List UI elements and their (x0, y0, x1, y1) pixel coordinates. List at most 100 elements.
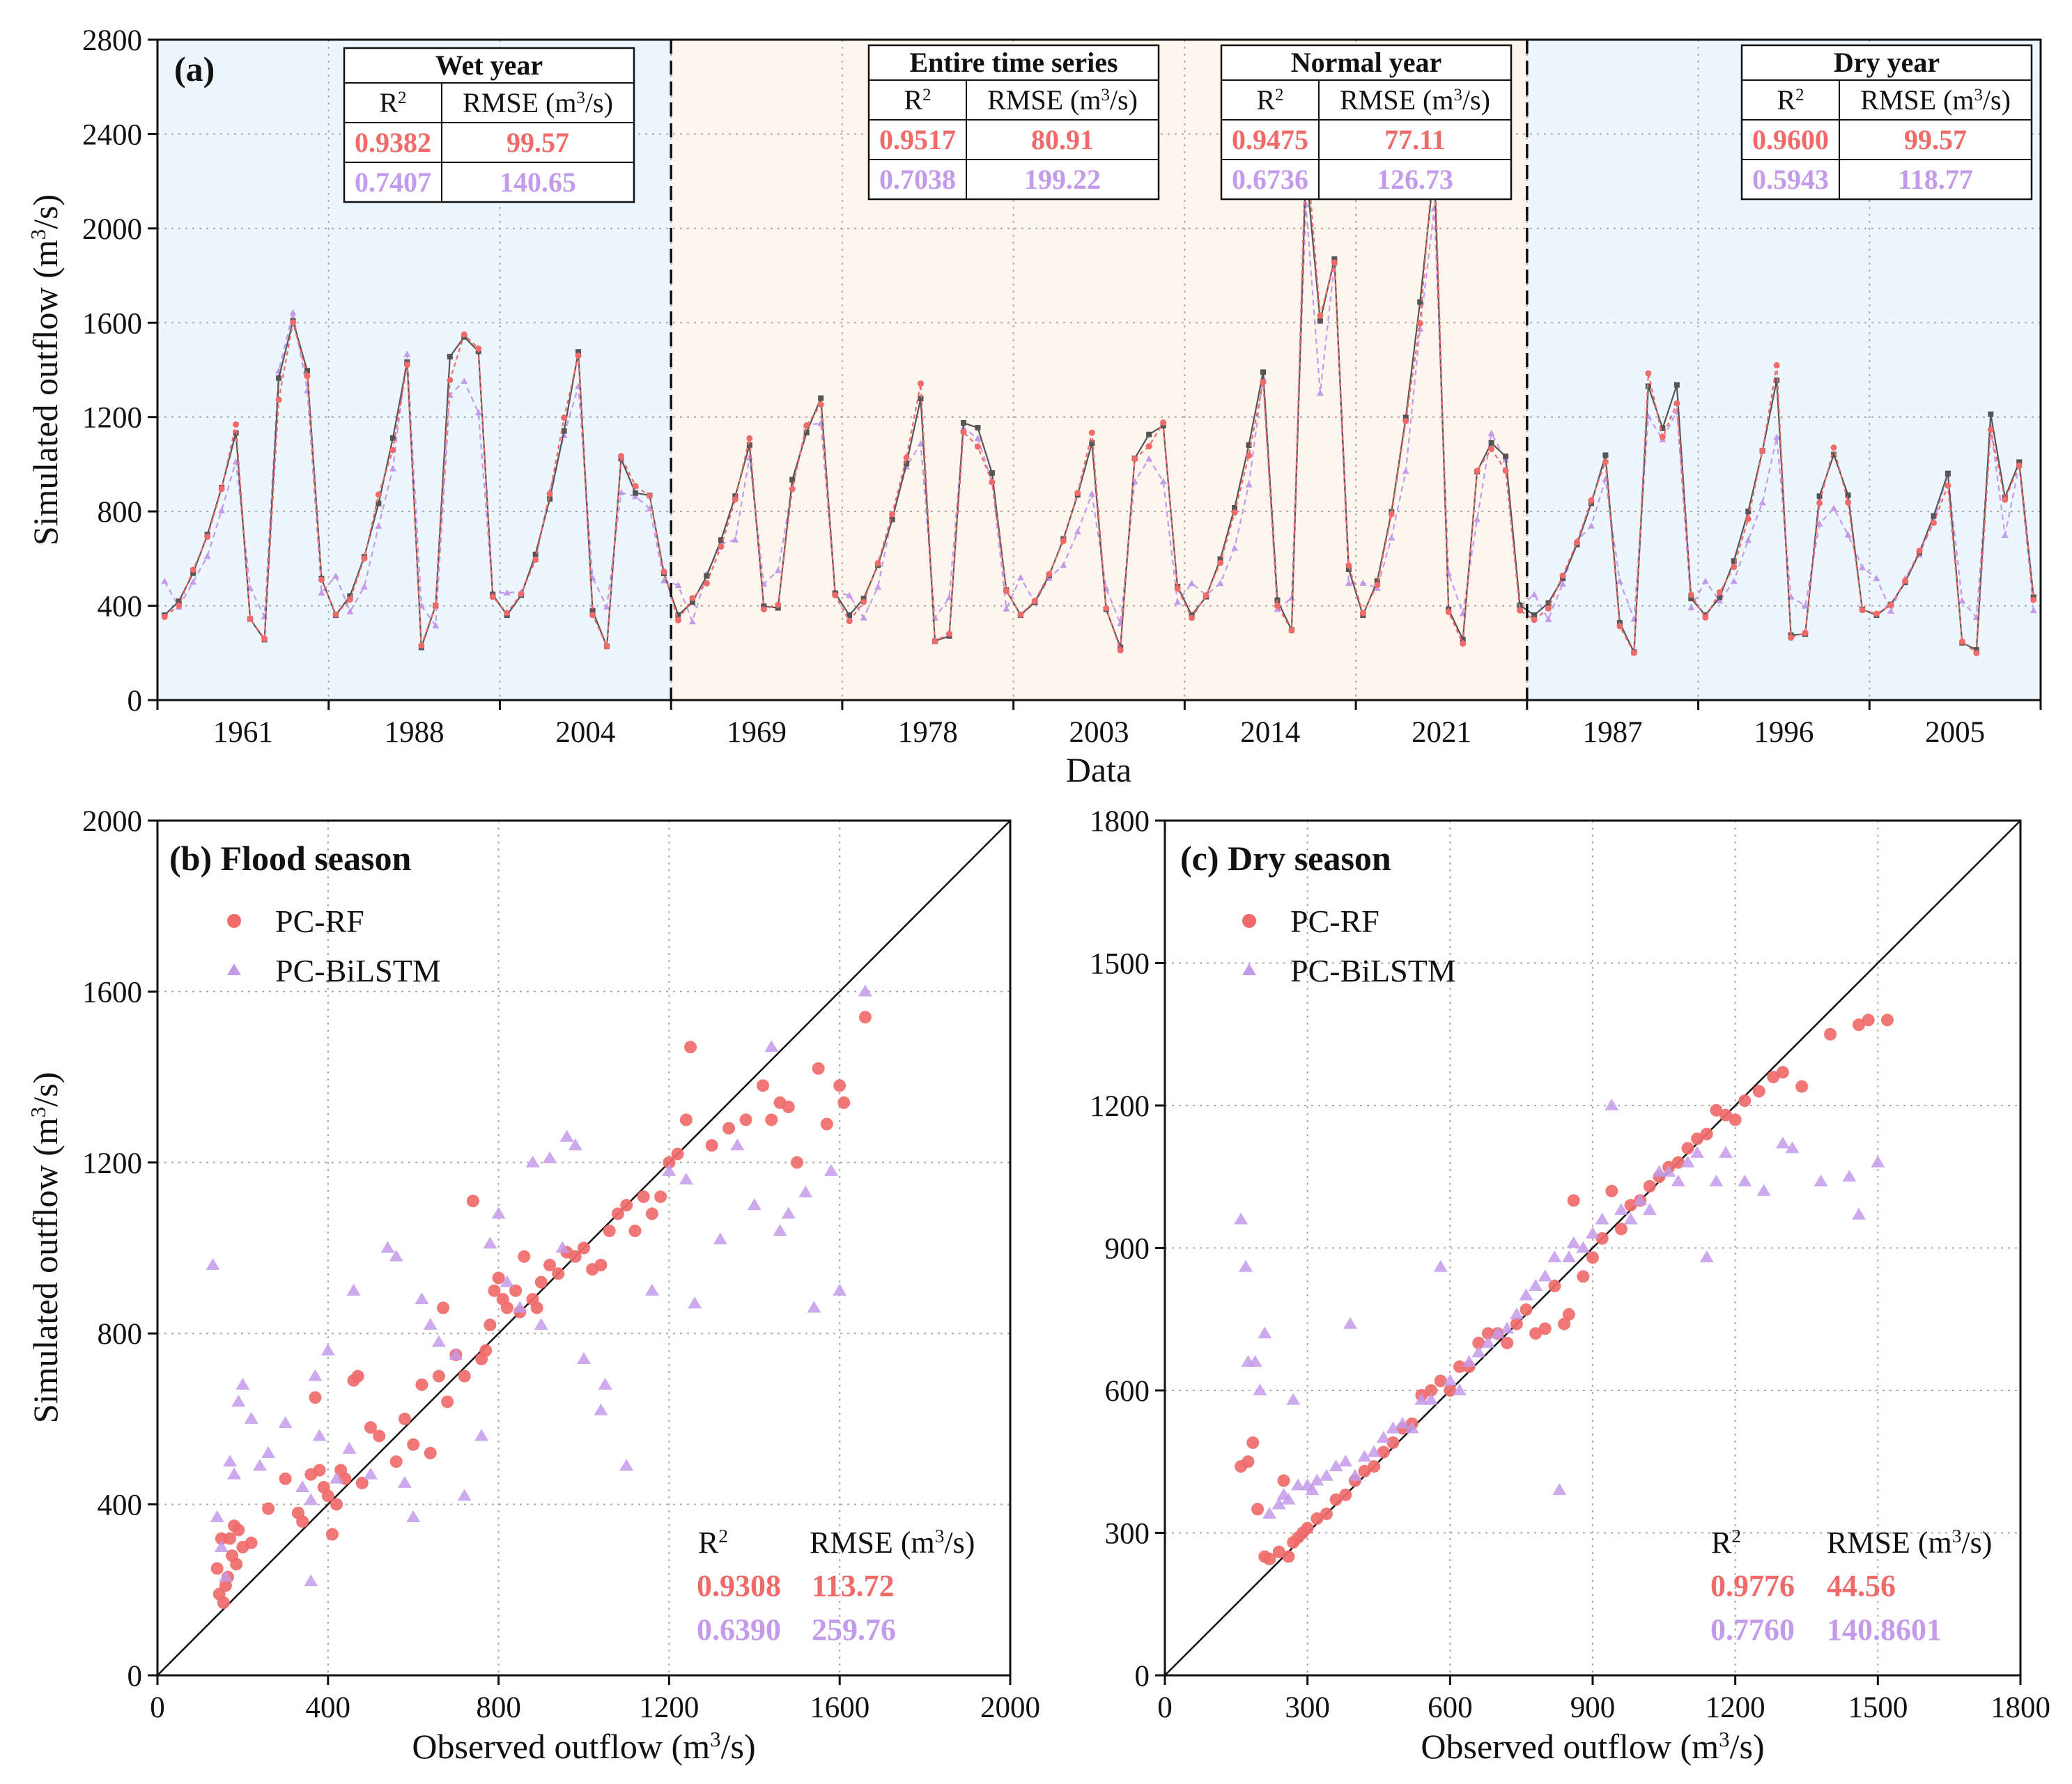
panel-a-rf-point (418, 642, 425, 649)
panel-a-ytick-label: 400 (98, 591, 143, 623)
panel-a-rf-point (1017, 611, 1024, 618)
panel-c-bilstm-point (1719, 1146, 1733, 1158)
panel-a-rf-point (1687, 591, 1694, 598)
panel-a-observed-point (589, 607, 596, 614)
panel-c-rf-point (1246, 1436, 1260, 1449)
panel-a-observed-point (904, 460, 910, 467)
panel-b-rf-point (407, 1438, 420, 1451)
panel-c-bilstm-point (1529, 1279, 1543, 1292)
panel-c-ytick-label: 300 (1105, 1518, 1150, 1551)
panel-b-rf-point (230, 1558, 243, 1571)
panel-c-ytick-label: 0 (1135, 1660, 1150, 1693)
panel-a-rf-point (218, 486, 225, 492)
panel-b-rf-point (757, 1079, 770, 1092)
panel-c-bilstm-point (1443, 1374, 1458, 1386)
panel-c-rf-point (1880, 1014, 1894, 1027)
panel-c-bilstm-point (1709, 1174, 1724, 1187)
panel-a-rf-point (1602, 458, 1609, 465)
panel-a-rf-point (1388, 511, 1395, 518)
panel-a-bilstm-point (1687, 604, 1695, 611)
panel-a-rf-point (860, 598, 867, 605)
panel-a-rf-point (1416, 320, 1423, 327)
panel-a-bilstm-point (1231, 544, 1239, 551)
panel-c-rf-point (1719, 1108, 1733, 1122)
panel-c-xtick-label: 0 (1157, 1691, 1173, 1724)
panel-b-legend-bilstm-marker (227, 963, 241, 975)
panel-a-bilstm-point (1859, 564, 1866, 571)
panel-c-rf-point (1548, 1280, 1561, 1293)
panel-c-rf-point (1671, 1156, 1685, 1169)
panel-c-ytick-label: 1200 (1090, 1090, 1150, 1123)
panel-a-ytick-label: 1200 (82, 402, 142, 435)
panel-a-table-bilstm-rmse: 140.65 (500, 166, 576, 198)
panel-a-rf-point (1474, 467, 1480, 474)
panel-a-table-bilstm-r2: 0.5943 (1752, 164, 1829, 195)
panel-c-rf-point (1595, 1232, 1609, 1245)
panel-a-bilstm-point (1003, 605, 1010, 612)
panel-a-bilstm-point (1188, 580, 1196, 587)
panel-a-rf-point (689, 595, 696, 602)
panel-a-rf-point (832, 591, 839, 598)
panel-c-bilstm-point (1338, 1455, 1353, 1467)
panel-b-bilstm-r2: 0.6390 (697, 1613, 781, 1647)
panel-a-bilstm-point (603, 603, 611, 610)
panel-c-xtick-label: 300 (1285, 1691, 1330, 1724)
panel-a-rf-point (1103, 605, 1110, 612)
panel-a-y-axis-title: Simulated outflow (m3/s) (26, 194, 65, 545)
panel-b-bilstm-point (308, 1369, 323, 1381)
panel-a-bilstm-point (1174, 598, 1182, 605)
panel-a-table-bilstm-rmse: 118.77 (1898, 164, 1973, 195)
panel-b-bilstm-point (773, 1223, 787, 1236)
panel-b-rf-point (500, 1301, 513, 1314)
panel-a-bilstm-point (474, 409, 482, 416)
panel-a-rf-point (2030, 596, 2037, 603)
panel-a-table-title: Normal year (1291, 47, 1442, 78)
panel-a-rf-point (789, 486, 796, 492)
panel-b-bilstm-point (397, 1475, 412, 1488)
panel-c-rf-point (1853, 1018, 1866, 1032)
panel-a-observed-point (860, 596, 867, 602)
panel-a-bilstm-point (1245, 481, 1253, 488)
panel-b-bilstm-point (406, 1510, 421, 1523)
panel-b-bilstm-point (231, 1395, 246, 1407)
panel-b-rf-point (364, 1421, 377, 1434)
panel-a-rf-point (161, 614, 168, 621)
panel-a-table-title: Dry year (1834, 47, 1940, 78)
panel-c-rf-point (1824, 1027, 1837, 1041)
panel-a-rf-point (447, 377, 454, 384)
panel-a-rf-point (1117, 647, 1124, 654)
panel-a-bilstm-point (318, 589, 325, 596)
panel-a-rf-point (1060, 538, 1067, 545)
panel-a-rf-point (1802, 629, 1809, 636)
panel-a-rf-point (1131, 456, 1138, 463)
panel-c-bilstm-rmse: 140.8601 (1827, 1613, 1942, 1647)
panel-b-rf-point (543, 1259, 557, 1272)
panel-a-rf-point (1987, 426, 1994, 433)
panel-c-rf-point (1700, 1127, 1713, 1140)
panel-c-bilstm-point (1690, 1146, 1705, 1158)
panel-a-rf-point (461, 331, 467, 338)
panel-a-observed-point (803, 429, 810, 435)
panel-a-observed-point (1503, 453, 1509, 460)
panel-a-table-rf-rmse: 99.57 (1904, 124, 1967, 155)
panel-a-observed-point (1945, 470, 1951, 476)
panel-a-observed-point (960, 420, 966, 426)
panel-a-rf-point (1545, 605, 1552, 612)
panel-a-rf-point (1288, 627, 1295, 634)
panel-b-bilstm-point (747, 1198, 761, 1211)
panel-a-observed-point (532, 551, 539, 557)
panel-a-table-rf-r2: 0.9517 (879, 124, 956, 155)
panel-a-bilstm-point (688, 618, 696, 625)
panel-c-rf-point (1329, 1493, 1343, 1506)
panel-b-rf-point (245, 1536, 258, 1549)
panel-c-bilstm-point (1699, 1250, 1714, 1263)
panel-b-rf-point (432, 1370, 445, 1383)
panel-a-table-rf-rmse: 99.57 (507, 127, 569, 158)
panel-a-rf-point (361, 555, 368, 562)
panel-b-bilstm-point (304, 1574, 318, 1587)
panel-b-rf-point (722, 1122, 736, 1135)
panel-a-rf-point (903, 454, 910, 461)
panel-c-rf-rmse: 44.56 (1827, 1569, 1896, 1603)
panel-a-bilstm-point (1802, 602, 1809, 609)
